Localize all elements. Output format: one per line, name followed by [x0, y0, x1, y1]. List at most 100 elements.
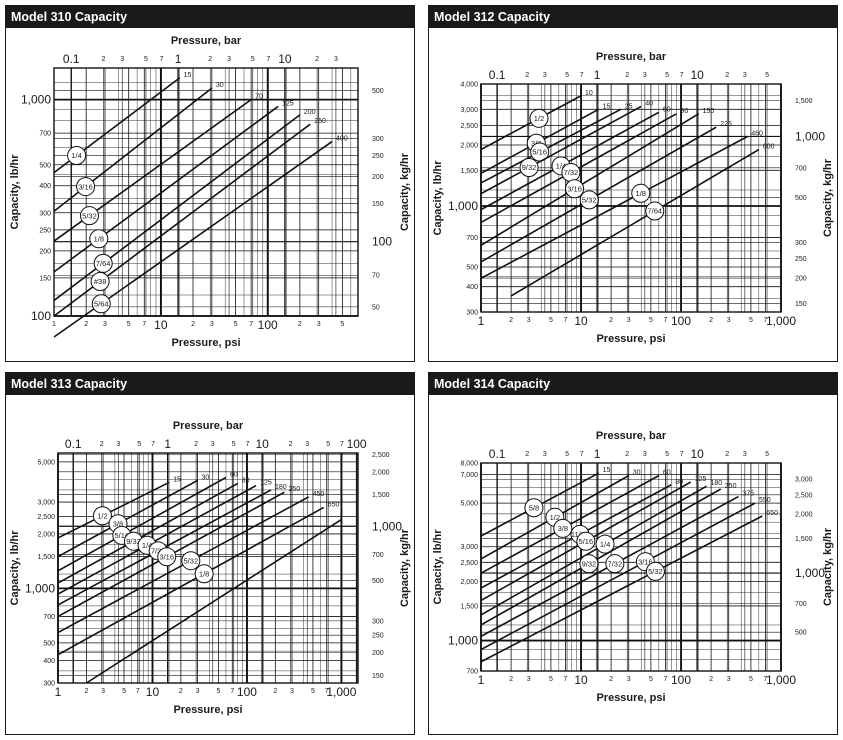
top-tick-label: 5 [565, 451, 569, 458]
x-tick-label: 7 [664, 317, 668, 324]
pressure-label: 25 [625, 103, 633, 110]
orifice-marker [645, 561, 665, 581]
x-tick-label: 2 [84, 688, 88, 695]
kg-tick-label: 150 [372, 673, 384, 680]
top-tick-label: 3 [305, 441, 309, 448]
top-tick-label: 7 [160, 56, 164, 63]
x-tick-label: 7 [664, 676, 668, 683]
orifice-label: 7/32 [564, 168, 579, 177]
pressure-label: 30 [216, 82, 224, 89]
orifice-label: 5/32 [82, 211, 97, 220]
orifice-label: 1/2 [534, 114, 544, 123]
y-tick-label: 300 [43, 681, 55, 688]
x-tick-label: 5 [122, 688, 126, 695]
series-line [480, 485, 707, 616]
top-tick-label: 0.1 [489, 447, 506, 461]
orifice-marker [645, 201, 665, 221]
x-axis-label: Pressure, psi [173, 704, 242, 716]
y-tick-label: 150 [39, 275, 51, 282]
y-axis-label: Capacity, lb/hr [9, 530, 21, 606]
kg-tick-label: 700 [372, 552, 384, 559]
top-tick-label: 5 [665, 451, 669, 458]
top-tick-label: 5 [765, 451, 769, 458]
pressure-label: 60 [663, 106, 671, 113]
orifice-label: 7/64 [647, 207, 662, 216]
top-tick-label: 5 [565, 72, 569, 79]
orifice-label: 5/32 [184, 556, 199, 565]
y-tick-label: 2,000 [37, 531, 55, 538]
x-tick-label: 100 [237, 685, 257, 699]
y-tick-label: 500 [466, 265, 478, 272]
chart-panel-310: Model 310 Capacity 1 2 3 5 7 10 2 3 5 7 100 2 3 5 0.1 2… [5, 5, 415, 362]
x-axis-label: Pressure, psi [596, 692, 665, 704]
pressure-label: 70 [255, 94, 263, 101]
top-tick-label: 3 [227, 56, 231, 63]
x-tick-label: 1,000 [766, 314, 796, 328]
top-tick-label: 2 [315, 56, 319, 63]
x-tick-label: 7 [564, 317, 568, 324]
kg-tick-label: 700 [795, 165, 807, 172]
orifice-marker [76, 177, 96, 197]
pressure-label: 10 [585, 90, 593, 97]
kg-tick-label: 1,000 [372, 519, 402, 533]
chart-panel-312: Model 312 Capacity 1 2 3 5 7 10 2 3 5 7 100 2 3 5 7 1,0… [428, 5, 838, 362]
top-tick-label: 5 [765, 72, 769, 79]
pressure-label: 15 [603, 103, 611, 110]
x-tick-label: 5 [549, 317, 553, 324]
top-tick-label: 5 [665, 72, 669, 79]
chart-panel-313: Model 313 Capacity 1 2 3 5 7 10 2 3 5 7 100 2 3 5 7 1,0… [5, 372, 415, 735]
x-tick-label: 2 [179, 688, 183, 695]
x-tick-label: 2 [609, 317, 613, 324]
y-tick-label: 500 [43, 640, 55, 647]
top-tick-label: 3 [543, 72, 547, 79]
series-line [57, 479, 198, 558]
y-tick-label: 1,500 [37, 554, 55, 561]
series-line [480, 105, 642, 195]
orifice-marker [579, 554, 599, 574]
orifice-marker [519, 158, 539, 178]
y-tick-label: 5,000 [460, 501, 478, 508]
orifice-marker [553, 518, 573, 538]
x-tick-label: 5 [649, 317, 653, 324]
y-tick-label: 1,000 [448, 199, 478, 213]
top-tick-label: 0.1 [489, 68, 506, 82]
kg-tick-label: 1,500 [372, 492, 390, 499]
plot-frame [480, 462, 782, 672]
top-tick-label: 2 [525, 72, 529, 79]
x-tick-label: 10 [574, 314, 588, 328]
pressure-label: 200 [304, 109, 316, 116]
orifice-marker [565, 179, 585, 199]
orifice-marker [631, 183, 651, 203]
orifice-label: 1/8 [636, 189, 646, 198]
top-axis-label: Pressure, bar [173, 420, 244, 432]
x-tick-label: 1,000 [326, 685, 356, 699]
top-tick-label: 7 [266, 56, 270, 63]
x-tick-label: 5 [234, 321, 238, 328]
top-tick-label: 0.1 [63, 52, 80, 66]
pressure-label: 180 [275, 484, 287, 491]
kg-tick-label: 200 [795, 276, 807, 283]
kg-tick-label: 250 [372, 633, 384, 640]
orifice-marker [605, 554, 625, 574]
x-tick-label: 5 [217, 688, 221, 695]
series-line [57, 506, 325, 656]
x-tick-label: 5 [340, 321, 344, 328]
y-tick-label: 250 [39, 227, 51, 234]
x-tick-label: 7 [764, 676, 768, 683]
top-tick-label: 10 [690, 447, 704, 461]
kg-tick-label: 500 [372, 578, 384, 585]
x-tick-label: 10 [146, 685, 160, 699]
x-axis-label: Pressure, psi [596, 333, 665, 345]
orifice-label: 5/32 [648, 567, 663, 576]
series-line [57, 481, 170, 539]
pressure-label: 60 [663, 470, 671, 477]
kg-tick-label: 500 [795, 630, 807, 637]
x-tick-label: 2 [191, 321, 195, 328]
series-line [480, 515, 763, 663]
top-tick-label: 7 [246, 441, 250, 448]
y-axis-label: Capacity, lb/hr [432, 529, 444, 605]
orifice-label: 3/8 [558, 524, 568, 533]
pressure-label: 90 [680, 108, 688, 115]
x-tick-label: 1 [52, 321, 56, 328]
orifice-marker [157, 547, 177, 567]
